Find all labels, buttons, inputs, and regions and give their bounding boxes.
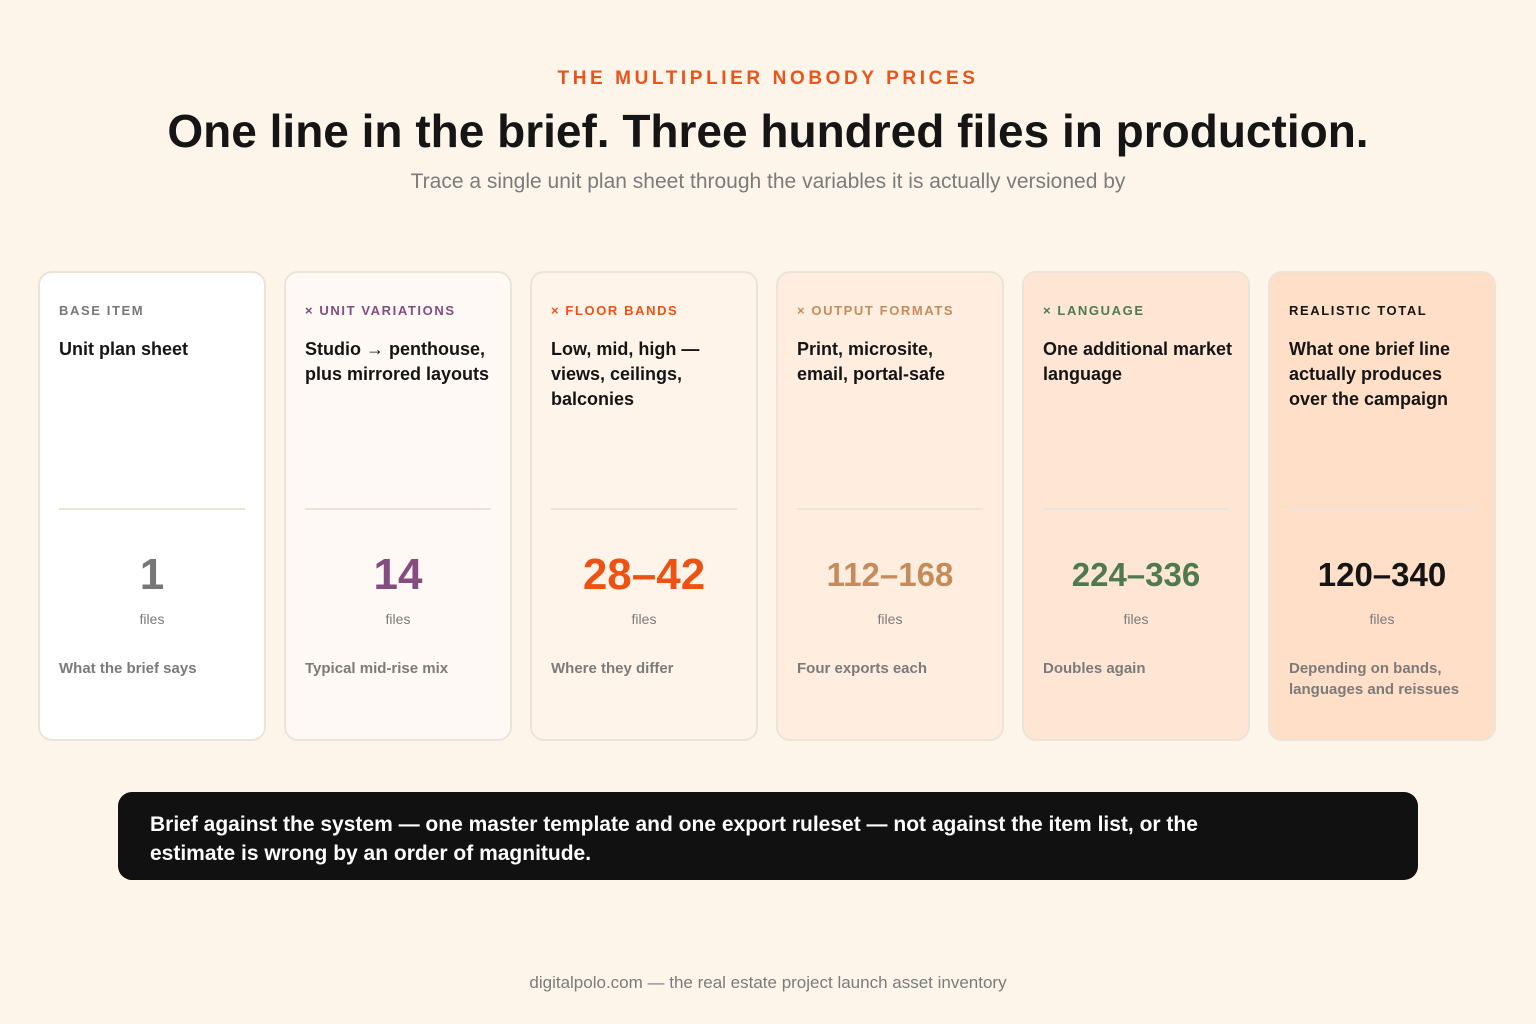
page-subtitle: Trace a single unit plan sheet through t… xyxy=(410,170,1126,193)
card-divider xyxy=(59,508,245,510)
card-output-formats: × OUTPUT FORMATS Print, microsite, email… xyxy=(776,271,1004,741)
card-description: What one brief line actually produces ov… xyxy=(1289,339,1451,409)
card-description: One additional market language xyxy=(1043,339,1233,384)
callout-banner: Brief against the system — one master te… xyxy=(118,792,1418,880)
card-label: × OUTPUT FORMATS xyxy=(797,303,955,318)
footer-credit: digitalpolo.com — the real estate projec… xyxy=(529,973,1007,992)
card-description: Unit plan sheet xyxy=(59,339,189,359)
card-label: × LANGUAGE xyxy=(1043,303,1145,318)
card-note: Typical mid-rise mix xyxy=(305,660,449,677)
card-note: Doubles again xyxy=(1043,660,1146,677)
card-count: 112–168 xyxy=(826,556,954,593)
card-divider xyxy=(1289,508,1475,510)
card-label: BASE ITEM xyxy=(59,303,145,318)
card-language: × LANGUAGE One additional market languag… xyxy=(1022,271,1250,741)
card-count: 28–42 xyxy=(582,550,706,599)
card-unit: files xyxy=(1369,611,1395,627)
card-note: Where they differ xyxy=(551,660,674,677)
card-label: × UNIT VARIATIONS xyxy=(305,303,456,318)
card-unit-variations: × UNIT VARIATIONS Studio → penthouse, pl… xyxy=(284,271,512,741)
card-divider xyxy=(1043,508,1229,510)
card-unit: files xyxy=(877,611,903,627)
page-title: One line in the brief. Three hundred fil… xyxy=(167,105,1369,157)
card-floor-bands: × FLOOR BANDS Low, mid, high — views, ce… xyxy=(530,271,758,741)
card-note: Depending on bands, languages and reissu… xyxy=(1289,660,1460,698)
card-count: 120–340 xyxy=(1317,556,1447,593)
card-count: 14 xyxy=(373,550,423,599)
card-unit: files xyxy=(1123,611,1149,627)
card-divider xyxy=(305,508,491,510)
card-description: Low, mid, high — views, ceilings, balcon… xyxy=(551,339,700,409)
card-label: REALISTIC TOTAL xyxy=(1289,303,1428,318)
card-realistic-total: REALISTIC TOTAL What one brief line actu… xyxy=(1268,271,1496,741)
card-note: What the brief says xyxy=(59,660,197,677)
card-count: 224–336 xyxy=(1071,556,1201,593)
card-divider xyxy=(797,508,983,510)
card-divider xyxy=(551,508,737,510)
card-description: Print, microsite, email, portal-safe xyxy=(797,339,946,384)
card-unit: files xyxy=(385,611,411,627)
eyebrow-label: THE MULTIPLIER NOBODY PRICES xyxy=(557,68,979,89)
card-note: Four exports each xyxy=(797,660,928,677)
card-unit: files xyxy=(139,611,165,627)
card-base-item: BASE ITEM Unit plan sheet 1 files What t… xyxy=(38,271,266,741)
card-unit: files xyxy=(631,611,657,627)
card-label: × FLOOR BANDS xyxy=(551,303,679,318)
card-description: Studio → penthouse, plus mirrored layout… xyxy=(305,339,490,384)
card-count: 1 xyxy=(139,550,165,599)
